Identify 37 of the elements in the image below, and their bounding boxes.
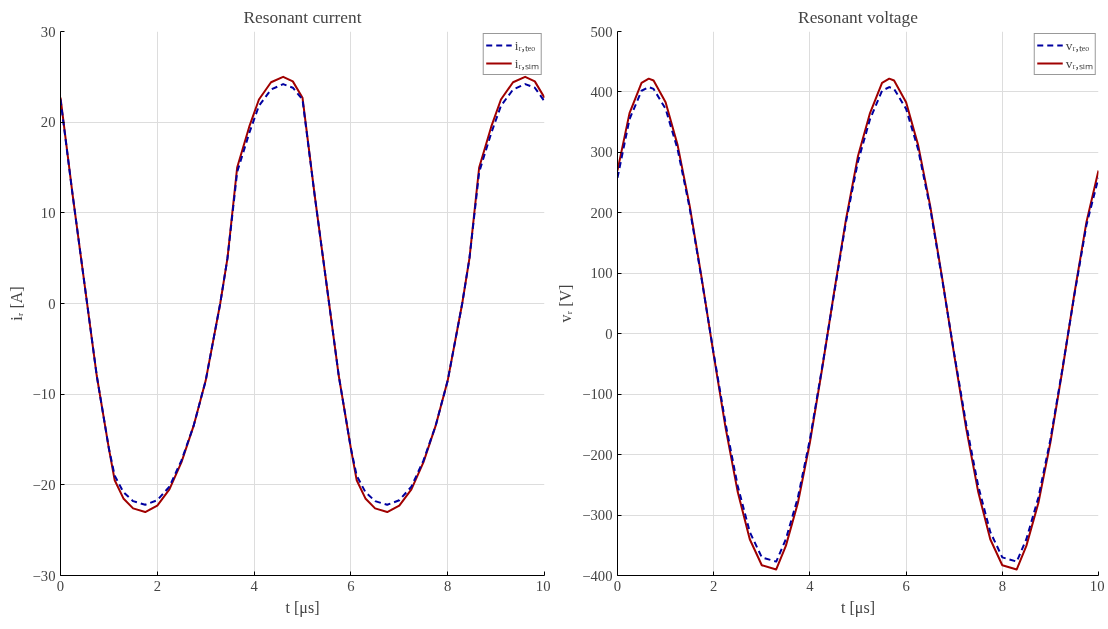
x-tick-label: 10 [535,577,551,594]
y-tick-label: 100 [590,265,613,282]
x-tick-label: 4 [250,577,259,594]
y-tick-label: 10 [40,204,56,221]
y-tick-label: −30 [32,567,56,584]
y-tick-label: 20 [40,114,56,131]
y-tick-label: −10 [32,386,56,403]
legend-label: iᵣ,ₜₑₒ [514,37,536,54]
x-tick-label: 10 [1089,577,1105,594]
x-tick-label: 8 [998,577,1006,594]
y-tick-label: 400 [590,83,613,100]
x-axis-title: t [μs] [285,598,320,617]
y-tick-label: −200 [582,446,613,463]
x-tick-label: 2 [710,577,718,594]
y-tick-label: −400 [582,567,613,584]
x-tick-label: 4 [806,577,815,594]
x-tick-label: 8 [444,577,452,594]
y-tick-label: 500 [590,23,613,40]
x-tick-label: 2 [153,577,161,594]
y-tick-label: 200 [590,204,613,221]
y-tick-label: −20 [32,476,56,493]
chart-title: Resonant voltage [798,7,919,27]
legend-label: vᵣ,ₜₑₒ [1065,37,1090,54]
y-tick-label: 30 [40,23,56,40]
y-axis-title: vᵣ [V] [557,284,575,323]
legend-label: vᵣ,ₛᵢₘ [1065,55,1093,72]
y-tick-label: 0 [605,325,613,342]
chart-title: Resonant current [243,7,362,27]
y-tick-label: 300 [590,144,613,161]
x-tick-label: 6 [902,577,910,594]
y-axis-title: iᵣ [A] [7,286,25,321]
legend-label: iᵣ,ₛᵢₘ [514,55,539,72]
x-tick-label: 6 [347,577,355,594]
y-tick-label: −100 [582,386,613,403]
x-axis-title: t [μs] [841,598,875,617]
y-tick-label: −300 [582,507,613,524]
y-tick-label: 0 [48,295,56,312]
